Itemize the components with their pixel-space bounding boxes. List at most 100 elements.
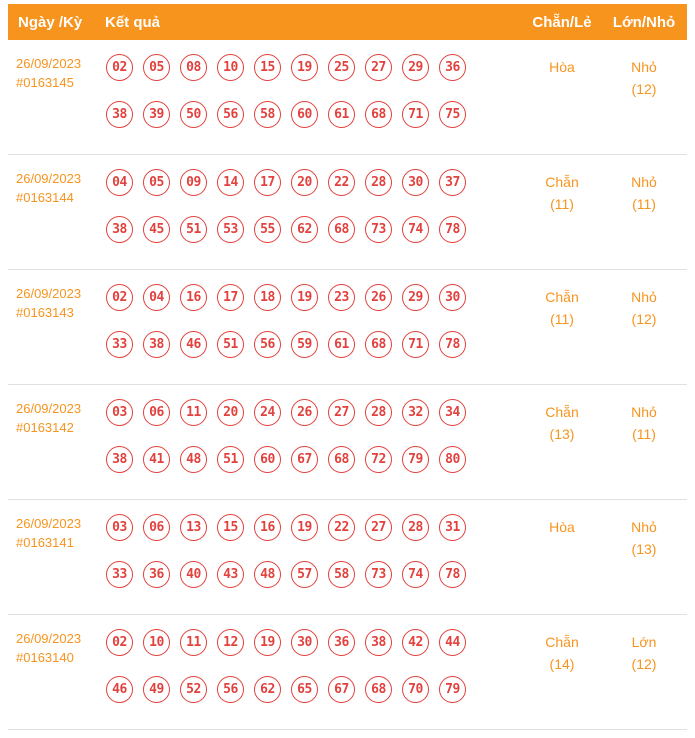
numbers-line-2: 38 39 50 56 58 60 61 68 71 75	[105, 101, 523, 128]
date-period-cell: 26/09/2023 #0163145	[8, 54, 105, 154]
result-row: 26/09/2023 #0163142 03 06 11 20 24 26 27 28 32 34…	[8, 385, 687, 500]
lottery-ball: 78	[439, 216, 466, 243]
numbers-line-2: 38 45 51 53 55 62 68 73 74 78	[105, 216, 523, 243]
lottery-ball: 42	[402, 629, 429, 656]
lottery-ball: 13	[180, 514, 207, 541]
lottery-ball: 58	[254, 101, 281, 128]
lottery-ball: 02	[106, 629, 133, 656]
numbers-cell: 02 04 16 17 18 19 23 26 29 30 33 38 46 51 56 59 61 68 71 7…	[105, 284, 523, 384]
lottery-ball: 20	[291, 169, 318, 196]
lottery-ball: 31	[439, 514, 466, 541]
numbers-cell: 03 06 13 15 16 19 22 27 28 31 33 36 40 43 48 57 58 73 74 7…	[105, 514, 523, 614]
lottery-ball: 48	[254, 561, 281, 588]
lottery-ball: 33	[106, 331, 133, 358]
big-small-value: Nhỏ	[631, 519, 657, 535]
lottery-ball: 15	[254, 54, 281, 81]
result-row: 26/09/2023 #0163140 02 10 11 12 19 30 36 38 42 44…	[8, 615, 687, 730]
big-small-count: (12)	[631, 656, 657, 672]
lottery-ball: 40	[180, 561, 207, 588]
lottery-ball: 19	[291, 514, 318, 541]
lottery-ball: 20	[217, 399, 244, 426]
lottery-ball: 22	[328, 514, 355, 541]
lottery-ball: 38	[365, 629, 392, 656]
lottery-ball: 06	[143, 399, 170, 426]
lottery-ball: 16	[254, 514, 281, 541]
lottery-ball: 10	[217, 54, 244, 81]
lottery-ball: 38	[106, 101, 133, 128]
lottery-ball: 68	[365, 331, 392, 358]
lottery-ball: 36	[143, 561, 170, 588]
even-odd-count: (14)	[549, 656, 575, 672]
lottery-ball: 61	[328, 331, 355, 358]
even-odd-cell: Hòa	[523, 54, 601, 154]
lottery-ball: 57	[291, 561, 318, 588]
big-small-count: (12)	[631, 81, 657, 97]
lottery-ball: 22	[328, 169, 355, 196]
date-period-cell: 26/09/2023 #0163142	[8, 399, 105, 499]
lottery-ball: 67	[328, 676, 355, 703]
numbers-cell: 02 10 11 12 19 30 36 38 42 44 46 49 52 56 62 65 67 68 70 7…	[105, 629, 523, 729]
lottery-ball: 08	[180, 54, 207, 81]
even-odd-cell: Chẵn (11)	[523, 169, 601, 269]
lottery-ball: 60	[291, 101, 318, 128]
even-odd-value: Chẵn	[545, 174, 579, 190]
lottery-ball: 14	[217, 169, 244, 196]
result-row: 26/09/2023 #0163143 02 04 16 17 18 19 23 26 29 30…	[8, 270, 687, 385]
lottery-ball: 29	[402, 54, 429, 81]
big-small-count: (11)	[632, 196, 656, 212]
lottery-ball: 73	[365, 561, 392, 588]
lottery-ball: 28	[402, 514, 429, 541]
lottery-ball: 29	[402, 284, 429, 311]
draw-period: #0163140	[16, 650, 74, 665]
lottery-ball: 62	[291, 216, 318, 243]
big-small-count: (11)	[632, 426, 656, 442]
big-small-count: (12)	[631, 311, 657, 327]
lottery-ball: 80	[439, 446, 466, 473]
lottery-ball: 03	[106, 514, 133, 541]
lottery-ball: 43	[217, 561, 244, 588]
lottery-ball: 28	[365, 399, 392, 426]
date-period-cell: 26/09/2023 #0163144	[8, 169, 105, 269]
lottery-ball: 51	[217, 446, 244, 473]
lottery-ball: 39	[143, 101, 170, 128]
lottery-ball: 56	[254, 331, 281, 358]
even-odd-cell: Chẵn (14)	[523, 629, 601, 729]
lottery-ball: 60	[254, 446, 281, 473]
lottery-ball: 06	[143, 514, 170, 541]
lottery-ball: 19	[254, 629, 281, 656]
lottery-ball: 27	[365, 514, 392, 541]
lottery-ball: 52	[180, 676, 207, 703]
even-odd-value: Hòa	[549, 59, 575, 75]
lottery-ball: 67	[291, 446, 318, 473]
header-result: Kết quả	[105, 13, 161, 31]
draw-period: #0163143	[16, 305, 74, 320]
lottery-ball: 19	[291, 54, 318, 81]
table-header: Ngày /Kỳ Kết quả Chẵn/Lẻ Lớn/Nhỏ	[8, 4, 687, 40]
lottery-ball: 37	[439, 169, 466, 196]
result-row: 26/09/2023 #0163145 02 05 08 10 15 19 25 27 29 36…	[8, 40, 687, 155]
lottery-ball: 59	[291, 331, 318, 358]
numbers-line-1: 03 06 13 15 16 19 22 27 28 31	[105, 514, 523, 541]
lottery-ball: 38	[106, 216, 133, 243]
lottery-ball: 61	[328, 101, 355, 128]
big-small-value: Nhỏ	[631, 59, 657, 75]
lottery-ball: 62	[254, 676, 281, 703]
lottery-ball: 48	[180, 446, 207, 473]
lottery-ball: 17	[254, 169, 281, 196]
lottery-ball: 46	[106, 676, 133, 703]
date-period-cell: 26/09/2023 #0163141	[8, 514, 105, 614]
lottery-ball: 78	[439, 331, 466, 358]
lottery-ball: 44	[439, 629, 466, 656]
lottery-ball: 41	[143, 446, 170, 473]
big-small-value: Nhỏ	[631, 404, 657, 420]
lottery-ball: 11	[180, 629, 207, 656]
lottery-ball: 49	[143, 676, 170, 703]
date-period-cell: 26/09/2023 #0163143	[8, 284, 105, 384]
big-small-value: Lớn	[631, 634, 657, 650]
lottery-ball: 18	[254, 284, 281, 311]
numbers-line-1: 02 10 11 12 19 30 36 38 42 44	[105, 629, 523, 656]
lottery-ball: 71	[402, 331, 429, 358]
lottery-ball: 68	[328, 216, 355, 243]
lottery-ball: 27	[365, 54, 392, 81]
lottery-ball: 15	[217, 514, 244, 541]
